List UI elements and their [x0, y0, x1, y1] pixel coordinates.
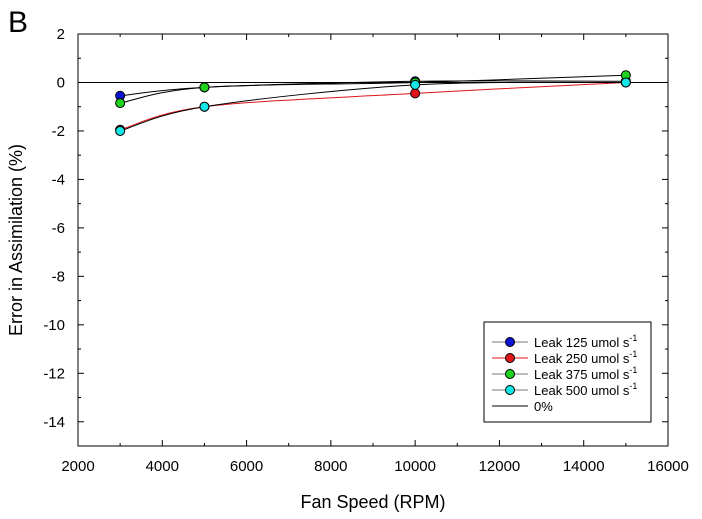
legend-label-superscript: -1 — [629, 349, 637, 359]
y-tick-label: -6 — [52, 220, 65, 237]
x-tick-label: 6000 — [230, 458, 263, 475]
y-tick-label: -8 — [52, 268, 65, 285]
series-line-1 — [120, 80, 626, 97]
x-axis-label: Fan Speed (RPM) — [300, 492, 445, 512]
x-tick-label: 16000 — [647, 458, 689, 475]
point-layer — [115, 70, 631, 136]
x-tick-label: 4000 — [146, 458, 179, 475]
y-tick-label: -14 — [43, 414, 65, 431]
panel-label: B — [8, 6, 29, 39]
legend-label: Leak 375 umol s-1 — [534, 365, 637, 382]
y-tick-label: -12 — [43, 365, 65, 382]
legend-label: Leak 500 umol s-1 — [534, 381, 637, 398]
x-tick-label: 12000 — [479, 458, 521, 475]
line-layer — [78, 74, 668, 132]
legend-label-reference: 0% — [534, 399, 553, 414]
data-point-series-4 — [620, 77, 631, 88]
legend-marker — [505, 337, 515, 347]
y-tick-label: 2 — [57, 26, 65, 43]
legend-marker — [505, 369, 515, 379]
y-tick-label: 0 — [57, 74, 65, 91]
data-point-series-4 — [199, 101, 210, 112]
legend-label-superscript: -1 — [629, 365, 637, 375]
y-tick-label: -2 — [52, 123, 65, 140]
series-line-4 — [120, 81, 626, 132]
data-point-series-4 — [410, 79, 421, 90]
legend-label-superscript: -1 — [629, 381, 637, 391]
x-tick-label: 2000 — [61, 458, 94, 475]
x-tick-label: 8000 — [314, 458, 347, 475]
data-point-series-3 — [115, 98, 126, 109]
axis-ticks: 2000 4000 6000 8000 10000 12000 14000 16000 2 0 -2… — [43, 26, 689, 475]
x-tick-label: 10000 — [394, 458, 436, 475]
series-line-2 — [120, 81, 626, 131]
y-axis-label: Error in Assimilation (%) — [6, 144, 26, 336]
legend-marker — [505, 353, 515, 363]
legend-marker — [505, 385, 515, 395]
data-point-series-2 — [410, 88, 421, 99]
y-tick-label: -4 — [52, 171, 65, 188]
series-line-3 — [120, 74, 626, 104]
legend-label-superscript: -1 — [629, 333, 637, 343]
x-tick-label: 14000 — [563, 458, 605, 475]
data-point-series-3 — [199, 82, 210, 93]
legend-label: Leak 125 umol s-1 — [534, 333, 637, 350]
data-point-series-4 — [115, 125, 126, 136]
legend-label: Leak 250 umol s-1 — [534, 349, 637, 366]
y-tick-label: -10 — [43, 317, 65, 334]
